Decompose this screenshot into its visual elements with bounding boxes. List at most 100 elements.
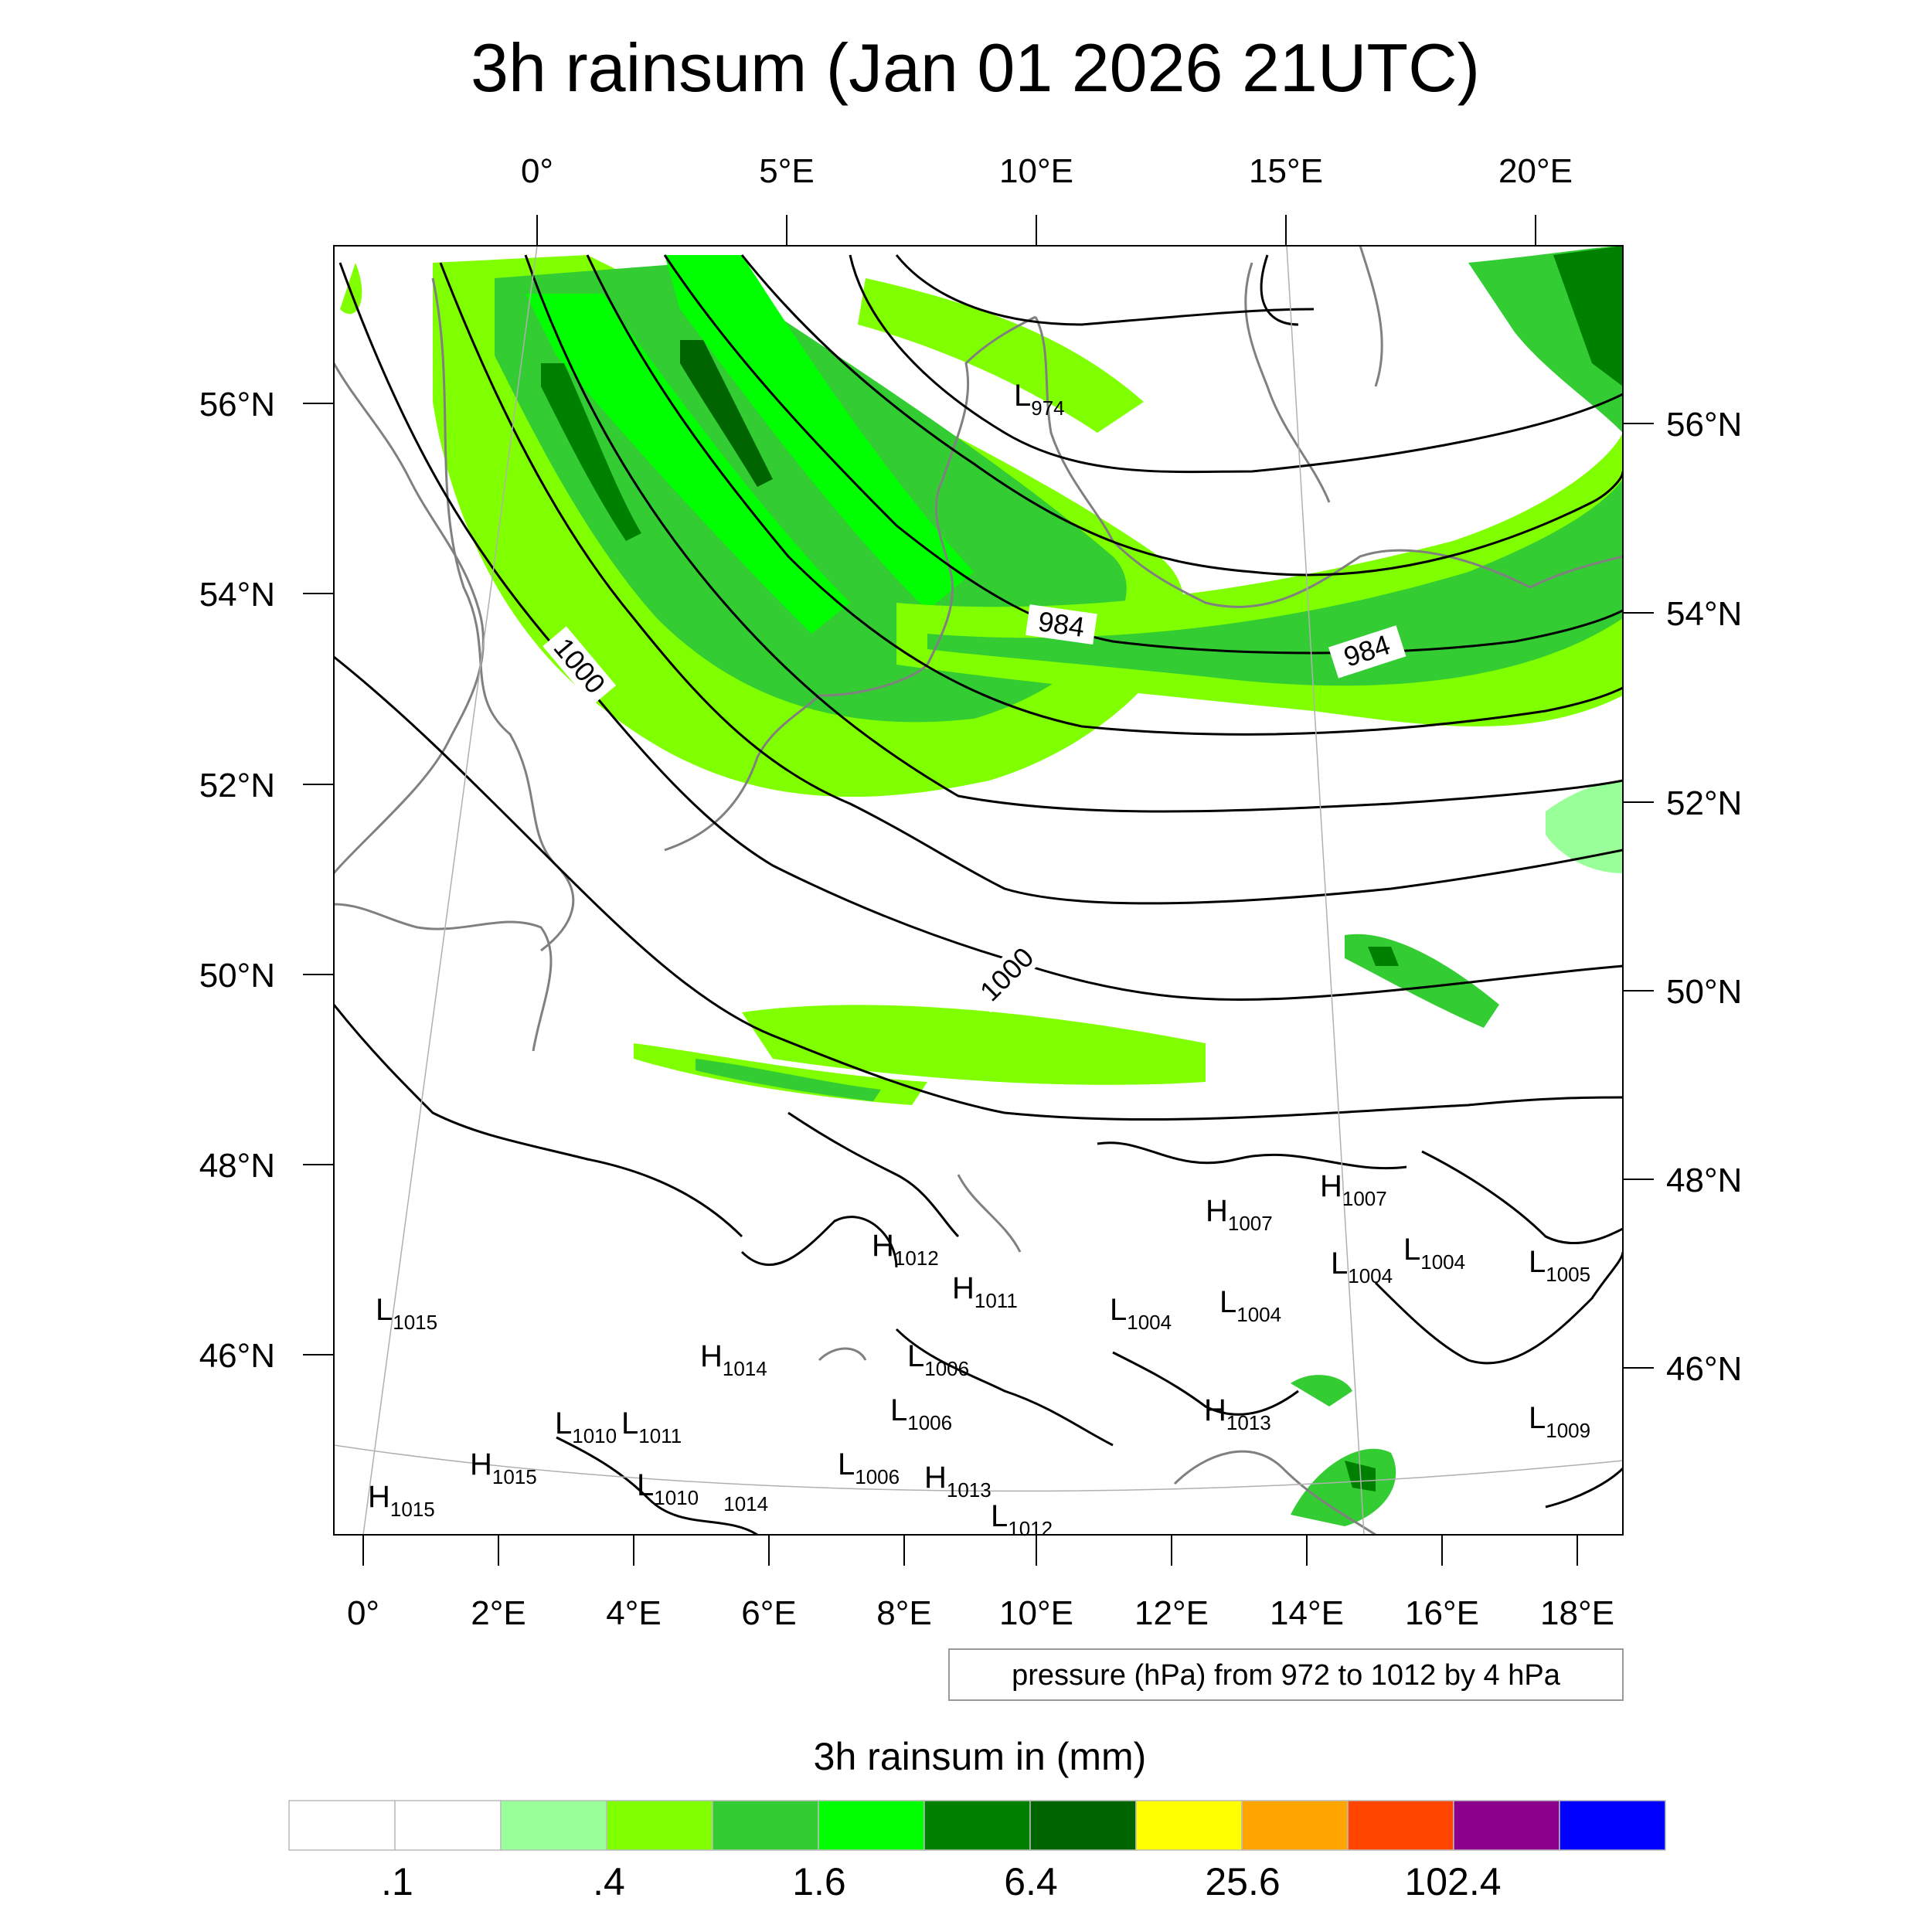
graticule bbox=[334, 246, 1623, 1535]
left-lat-label: 46°N bbox=[199, 1337, 275, 1375]
map-frame bbox=[333, 245, 1624, 1536]
left-lat-label: 48°N bbox=[199, 1147, 275, 1185]
parallel-45n bbox=[334, 1444, 1623, 1492]
isobar-8 bbox=[740, 254, 1623, 577]
isobar-label-box bbox=[968, 936, 1046, 1013]
isobar-6 bbox=[586, 254, 1623, 736]
right-axis-labels: 56°N 54°N 52°N 50°N 48°N 46°N bbox=[1666, 406, 1742, 1388]
isobar-13 bbox=[1097, 1141, 1407, 1170]
pressure-center: H1015 bbox=[470, 1447, 537, 1488]
legend-tick-label: 6.4 bbox=[1004, 1860, 1058, 1903]
bottom-lon-label: 6°E bbox=[741, 1594, 796, 1632]
legend-swatch bbox=[712, 1800, 819, 1851]
rain-streak-france bbox=[696, 1059, 881, 1101]
pressure-center: L1006 bbox=[838, 1447, 900, 1488]
legend-swatch bbox=[1029, 1800, 1137, 1851]
legend-swatch bbox=[1347, 1800, 1454, 1851]
rain-field bbox=[340, 246, 1623, 1526]
top-lon-label: 10°E bbox=[999, 152, 1073, 190]
pressure-center: L1004 bbox=[1331, 1247, 1393, 1287]
pressure-centers: L974 H1007 H1007 H1012 L1004 L1004 L1005… bbox=[368, 379, 1590, 1540]
legend-swatch bbox=[1453, 1800, 1560, 1851]
coast-fragment bbox=[818, 1347, 867, 1362]
legend-swatch bbox=[923, 1800, 1031, 1851]
pressure-center: L1010 bbox=[637, 1468, 699, 1509]
left-axis-labels: 56°N 54°N 52°N 50°N 48°N 46°N bbox=[199, 386, 275, 1375]
legend-colorbar bbox=[288, 1800, 1666, 1851]
pressure-center: L1006 bbox=[907, 1339, 969, 1380]
isobar-label-box bbox=[1026, 604, 1097, 645]
right-lat-label: 46°N bbox=[1666, 1350, 1742, 1388]
pressure-center: H1013 bbox=[924, 1461, 992, 1502]
coast-britain-east bbox=[431, 277, 575, 952]
isobar-14 bbox=[1421, 1150, 1623, 1244]
legend-tick-label: .4 bbox=[593, 1860, 625, 1903]
pressure-center: H1007 bbox=[1206, 1194, 1273, 1235]
coast-adriatic bbox=[1173, 1450, 1376, 1535]
pressure-center: L1012 bbox=[991, 1499, 1053, 1540]
rain-core-northeast bbox=[1553, 246, 1623, 386]
isobar-2 bbox=[334, 655, 1623, 1121]
legend-swatch bbox=[1241, 1800, 1349, 1851]
isobar-15 bbox=[740, 1216, 898, 1268]
isobar-9 bbox=[849, 254, 1623, 474]
isobar-1 bbox=[338, 262, 1623, 1001]
legend-swatch bbox=[500, 1800, 607, 1851]
legend-ticks: .1 .4 1.6 6.4 25.6 102.4 bbox=[381, 1860, 1501, 1903]
rain-streak-1 bbox=[526, 294, 850, 634]
pressure-center: L1015 bbox=[376, 1293, 437, 1334]
left-lat-label: 52°N bbox=[199, 767, 275, 804]
bottom-lon-label: 0° bbox=[347, 1594, 379, 1632]
bottom-lon-label: 8°E bbox=[876, 1594, 931, 1632]
isobar-7 bbox=[663, 254, 1623, 655]
left-lat-label: 50°N bbox=[199, 957, 275, 995]
rain-core-1 bbox=[541, 363, 641, 541]
legend-tick-label: 1.6 bbox=[792, 1860, 846, 1903]
pressure-center: L1004 bbox=[1219, 1285, 1281, 1326]
isobar-10 bbox=[895, 254, 1315, 326]
right-lat-label: 52°N bbox=[1666, 784, 1742, 822]
bottom-lon-label: 14°E bbox=[1270, 1594, 1344, 1632]
right-lat-label: 54°N bbox=[1666, 595, 1742, 633]
isobar-11 bbox=[1260, 254, 1299, 326]
isobars bbox=[334, 254, 1623, 1535]
map-title: 3h rainsum (Jan 01 2026 21UTC) bbox=[471, 29, 1480, 106]
isobar-label-984-east: 984 bbox=[1328, 625, 1406, 679]
rain-core-poland bbox=[1368, 947, 1399, 966]
rain-band-central-europe bbox=[742, 1005, 1206, 1085]
rain-core-2 bbox=[680, 340, 773, 487]
legend-swatch bbox=[1135, 1800, 1243, 1851]
legend-tick-label: 102.4 bbox=[1404, 1860, 1501, 1903]
pressure-center: L1004 bbox=[1110, 1293, 1172, 1334]
isobar-20 bbox=[1545, 1467, 1623, 1509]
legend-tick-label: .1 bbox=[381, 1860, 413, 1903]
pressure-center: H1013 bbox=[1204, 1393, 1271, 1434]
tick-marks bbox=[303, 215, 1654, 1566]
meridian-0 bbox=[362, 246, 538, 1535]
rain-cell-adriatic bbox=[1291, 1375, 1352, 1406]
info-box-text: pressure (hPa) from 972 to 1012 by 4 hPa bbox=[1012, 1659, 1561, 1692]
bottom-lon-label: 4°E bbox=[606, 1594, 661, 1632]
rain-area-east bbox=[1546, 781, 1623, 873]
top-lon-label: 20°E bbox=[1498, 152, 1573, 190]
pressure-center: L1010 bbox=[555, 1406, 617, 1447]
right-lat-label: 48°N bbox=[1666, 1162, 1742, 1199]
coast-baltic-south bbox=[1034, 316, 1531, 608]
coast-jutland-west bbox=[926, 315, 1036, 665]
top-lon-label: 15°E bbox=[1249, 152, 1323, 190]
rain-band-jutland bbox=[858, 278, 1144, 433]
isobar-labels: 1000 1000 984 984 bbox=[543, 604, 1406, 1013]
pressure-center: L1004 bbox=[1403, 1233, 1465, 1274]
bottom-lon-label: 12°E bbox=[1134, 1594, 1209, 1632]
isobar-16 bbox=[895, 1328, 1114, 1447]
rain-band-baltic-moderate bbox=[927, 479, 1623, 686]
coast-baltic-east bbox=[1529, 555, 1623, 589]
legend-swatch bbox=[1559, 1800, 1666, 1851]
rain-streak-2 bbox=[665, 255, 974, 611]
isobar-3 bbox=[334, 1004, 743, 1238]
info-box-frame bbox=[948, 1648, 1624, 1701]
pressure-center: L1014 bbox=[706, 1484, 768, 1518]
pressure-center: L1005 bbox=[1529, 1245, 1590, 1286]
top-lon-label: 5°E bbox=[759, 152, 814, 190]
